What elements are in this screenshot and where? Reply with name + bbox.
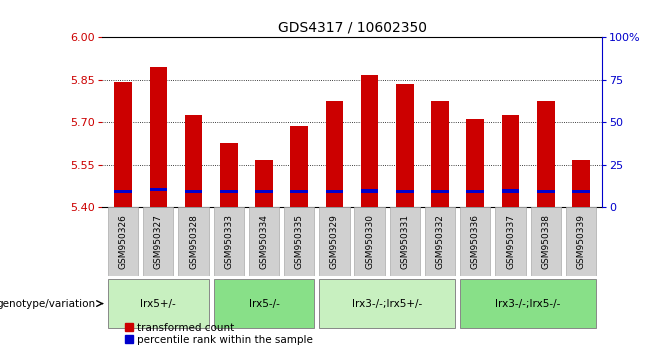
Bar [326, 101, 343, 207]
Bar [284, 207, 315, 276]
Text: lrx5-/-: lrx5-/- [249, 298, 280, 309]
Bar [114, 190, 132, 193]
Text: GSM950332: GSM950332 [436, 214, 445, 269]
Bar [396, 84, 414, 207]
Bar [149, 67, 167, 207]
Text: GSM950326: GSM950326 [118, 214, 128, 269]
Text: lrx3-/-;lrx5-/-: lrx3-/-;lrx5-/- [495, 298, 561, 309]
Legend: transformed count, percentile rank within the sample: transformed count, percentile rank withi… [120, 318, 317, 349]
Bar [319, 279, 455, 328]
Text: GSM950331: GSM950331 [400, 214, 409, 269]
Bar [467, 190, 484, 193]
Bar [149, 188, 167, 192]
Text: GSM950330: GSM950330 [365, 214, 374, 269]
Bar [530, 207, 561, 276]
Bar [214, 207, 244, 276]
Bar [537, 101, 555, 207]
Text: lrx3-/-;lrx5+/-: lrx3-/-;lrx5+/- [352, 298, 422, 309]
Bar [185, 190, 203, 193]
Bar [255, 160, 273, 207]
Bar [566, 207, 596, 276]
Text: GSM950333: GSM950333 [224, 214, 234, 269]
Bar [220, 190, 238, 193]
Bar [495, 207, 526, 276]
Bar [185, 115, 203, 207]
Bar [390, 207, 420, 276]
Bar [501, 115, 519, 207]
Bar [114, 82, 132, 207]
Bar [319, 207, 349, 276]
Bar [290, 190, 308, 193]
Text: genotype/variation: genotype/variation [0, 298, 95, 309]
Bar [290, 126, 308, 207]
Bar [214, 279, 315, 328]
Bar [361, 75, 378, 207]
Bar [220, 143, 238, 207]
Text: GSM950338: GSM950338 [542, 214, 550, 269]
Bar [255, 190, 273, 193]
Bar [431, 190, 449, 193]
Bar [361, 189, 378, 193]
Text: GSM950327: GSM950327 [154, 214, 163, 269]
Bar [326, 190, 343, 193]
Bar [537, 190, 555, 193]
Bar [431, 101, 449, 207]
Text: GSM950336: GSM950336 [470, 214, 480, 269]
Bar [460, 279, 596, 328]
Bar [396, 190, 414, 193]
Bar [178, 207, 209, 276]
Text: GSM950335: GSM950335 [295, 214, 304, 269]
Text: GSM950337: GSM950337 [506, 214, 515, 269]
Bar [467, 119, 484, 207]
Text: GSM950329: GSM950329 [330, 214, 339, 269]
Bar [572, 190, 590, 193]
Text: GSM950328: GSM950328 [189, 214, 198, 269]
Bar [108, 279, 209, 328]
Bar [425, 207, 455, 276]
Bar [249, 207, 279, 276]
Bar [572, 160, 590, 207]
Bar [501, 189, 519, 193]
Bar [460, 207, 490, 276]
Title: GDS4317 / 10602350: GDS4317 / 10602350 [278, 21, 426, 35]
Text: lrx5+/-: lrx5+/- [140, 298, 176, 309]
Bar [108, 207, 138, 276]
Text: GSM950339: GSM950339 [576, 214, 586, 269]
Text: GSM950334: GSM950334 [259, 214, 268, 269]
Bar [143, 207, 174, 276]
Bar [355, 207, 385, 276]
